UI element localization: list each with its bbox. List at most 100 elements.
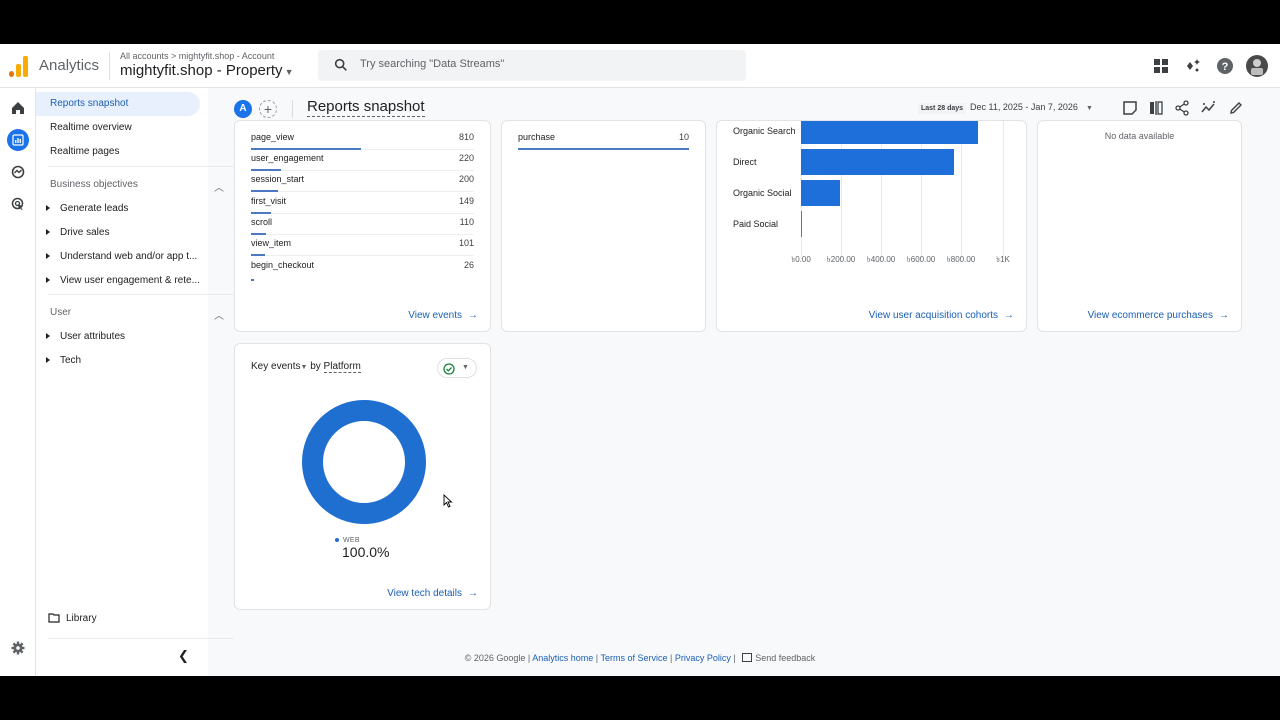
comparison-avatar[interactable]: A [234,100,252,118]
nav-label: Library [66,613,97,624]
gridline [921,121,922,259]
view-tech-details-link[interactable]: View tech details → [387,588,478,599]
terms-link[interactable]: Terms of Service [600,653,668,663]
nav-reports-snapshot[interactable]: Reports snapshot [36,92,200,116]
key-events-card: purchase 10 [501,120,706,332]
metric-selector[interactable]: Key events [251,361,301,372]
table-row[interactable]: view_item 101 [251,235,474,256]
table-row[interactable]: purchase 10 [518,129,689,150]
table-row[interactable]: scroll 110 [251,214,474,235]
link-label: View ecommerce purchases [1087,310,1213,321]
bar-direct[interactable] [801,149,954,175]
send-feedback-button[interactable]: Send feedback [738,653,815,663]
footer: © 2026 Google | Analytics home | Terms o… [464,653,816,663]
table-row[interactable]: first_visit 149 [251,193,474,214]
event-count: 101 [458,238,474,248]
chevron-down-icon: ▼ [284,67,294,77]
annotation-icon[interactable] [1122,100,1138,116]
bar-organic-social[interactable] [801,180,840,206]
user-acquisition-card: Organic Search Direct Organic Social Pai… [716,120,1027,332]
nav-understand-traffic[interactable]: Understand web and/or app t... [36,251,206,262]
expand-arrow-icon [46,332,50,339]
view-ecommerce-link[interactable]: View ecommerce purchases → [1088,310,1229,321]
app-name: Analytics [39,57,100,74]
apps-grid-icon[interactable] [1151,56,1171,76]
view-user-acquisition-link[interactable]: View user acquisition cohorts → [869,310,1014,321]
dimension-selector[interactable]: Platform [323,361,361,373]
section-business-objectives[interactable]: Business objectives ︿ [50,179,230,194]
home-icon[interactable] [7,97,29,119]
chart-legend: WEB 100.0% [335,537,389,560]
help-icon[interactable]: ? [1215,56,1235,76]
event-bar [251,212,271,214]
table-row[interactable]: session_start 200 [251,171,474,192]
search-input[interactable]: Try searching "Data Streams" [318,50,746,81]
breadcrumb[interactable]: All accounts > mightyfit.shop - Account [120,51,275,61]
expand-arrow-icon [46,356,50,363]
explore-icon[interactable] [7,161,29,183]
table-row[interactable]: user_engagement 220 [251,150,474,171]
event-bar [251,148,361,150]
sparkle-ai-icon[interactable] [1183,56,1203,76]
event-name: scroll [251,217,273,227]
chevron-down-icon: ▼ [1085,105,1093,112]
divider [109,52,110,80]
bar-paid-social[interactable] [801,211,802,237]
date-range-picker[interactable]: Last 28 days Dec 11, 2025 - Jan 7, 2026 ▼ [918,102,1093,114]
event-bar [251,254,265,256]
divider [48,166,234,167]
nav-user-attributes[interactable]: User attributes [36,331,206,342]
nav-drive-sales[interactable]: Drive sales [36,227,206,238]
top-bar: Analytics All accounts > mightyfit.shop … [0,44,1280,88]
event-bar [251,169,281,171]
table-row[interactable]: page_view 810 [251,129,474,150]
divider [48,294,234,295]
nav-tech[interactable]: Tech [36,355,206,366]
bar-organic-search[interactable] [801,121,978,144]
analytics-home-link[interactable]: Analytics home [532,653,594,663]
feedback-label: Send feedback [755,653,816,663]
link-label: View events [408,310,462,321]
edit-pencil-icon[interactable] [1228,100,1244,116]
arrow-right-icon: → [1219,310,1229,321]
status-dropdown[interactable]: ▼ [437,358,477,378]
category-label: Paid Social [733,219,779,229]
nav-generate-leads[interactable]: Generate leads [36,203,206,214]
account-avatar[interactable] [1246,55,1268,77]
add-comparison-button[interactable]: + [259,100,277,118]
analytics-logo-icon[interactable] [9,55,29,77]
share-icon[interactable] [1174,100,1190,116]
event-count: 810 [458,132,474,142]
privacy-link[interactable]: Privacy Policy [674,653,731,663]
event-name: session_start [251,174,305,184]
nav-library[interactable]: Library [36,607,200,631]
ecommerce-purchases-card: No data available View ecommerce purchas… [1037,120,1242,332]
view-events-link[interactable]: View events → [408,310,478,321]
key-events-by-platform-card: Key events▼ by Platform ▼ WEB 100.0% Vie… [234,343,491,610]
advertising-icon[interactable] [7,193,29,215]
property-selector[interactable]: mightyfit.shop - Property ▼ [120,62,293,79]
search-icon [334,58,347,71]
nav-label: View user engagement & rete... [60,275,200,286]
donut-chart[interactable] [302,400,426,524]
reports-icon[interactable] [7,129,29,151]
section-user[interactable]: User ︿ [50,307,230,322]
chevron-down-icon[interactable]: ▼ [300,364,308,371]
chevron-down-icon: ▼ [462,364,469,371]
compare-icon[interactable] [1148,100,1164,116]
settings-icon[interactable] [7,637,29,659]
category-label: Organic Social [733,188,792,198]
category-label: Organic Search [733,126,796,136]
table-row[interactable]: begin_checkout 26 [251,257,474,281]
event-name: view_item [251,238,292,248]
nav-user-engagement[interactable]: View user engagement & rete... [36,275,206,286]
property-name: mightyfit.shop - Property [120,62,283,79]
feedback-icon [742,653,753,662]
nav-realtime-pages[interactable]: Realtime pages [50,146,120,157]
by-label: by [310,361,321,372]
nav-label: Generate leads [60,203,129,214]
insights-icon[interactable] [1201,100,1217,116]
collapse-nav-icon[interactable]: ❮ [178,648,189,663]
event-name: begin_checkout [251,260,315,270]
nav-realtime-overview[interactable]: Realtime overview [50,122,132,133]
